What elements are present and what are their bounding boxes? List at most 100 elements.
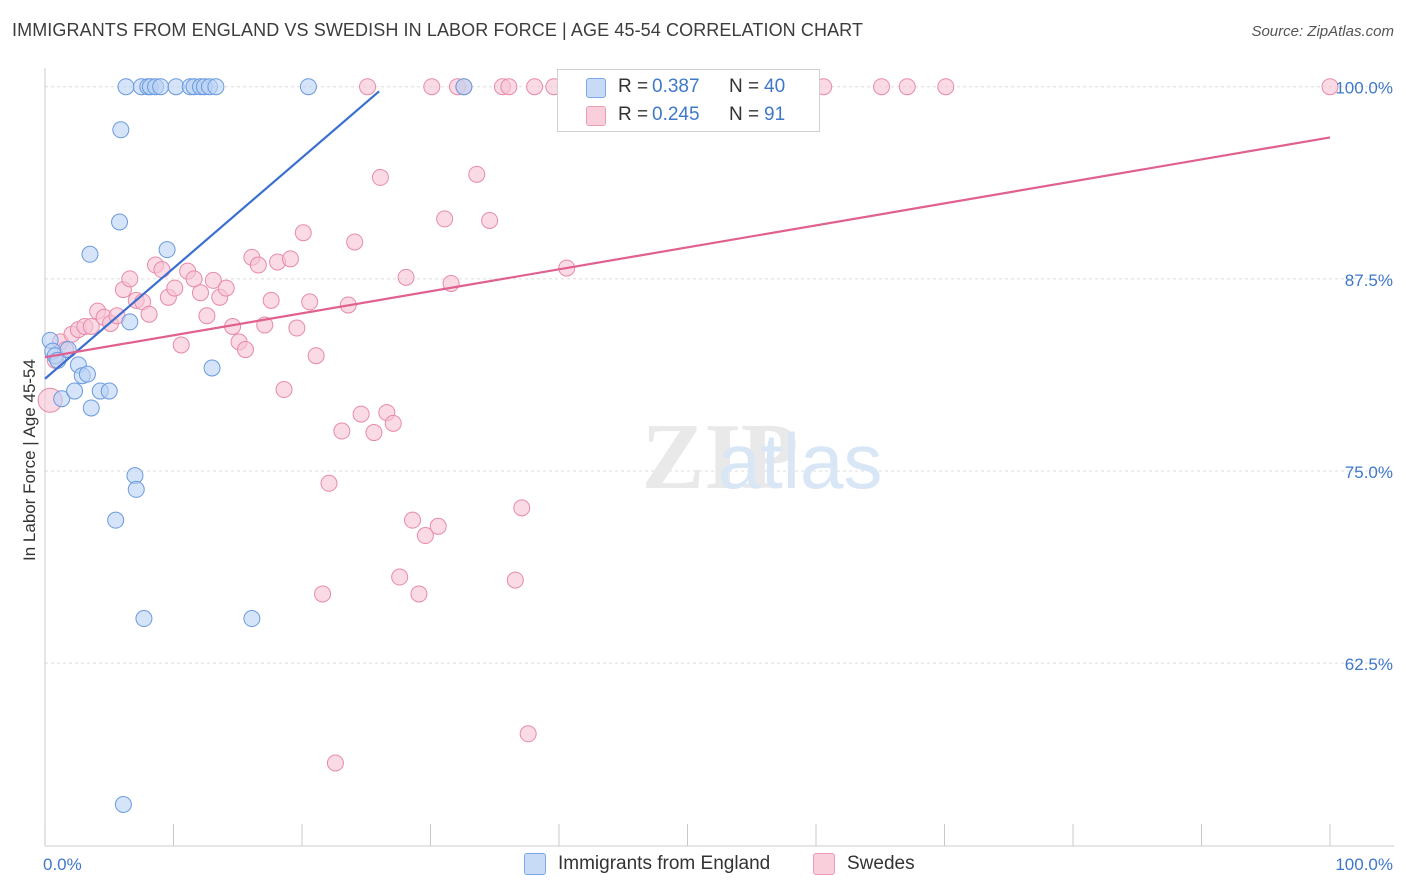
- swedes-point-48: [346, 233, 364, 251]
- swedes-point-45: [326, 754, 344, 772]
- swedes-point-26: [204, 271, 222, 289]
- england-point-11: [82, 399, 100, 417]
- chart-title: IMMIGRANTS FROM ENGLAND VS SWEDISH IN LA…: [12, 20, 864, 40]
- axes: [44, 68, 1394, 847]
- swedes-point-13: [121, 270, 139, 288]
- england-point-37: [243, 610, 261, 628]
- swedes-point-61: [429, 517, 447, 535]
- swedes-point-72: [519, 725, 537, 743]
- swedes-point-60: [423, 78, 441, 96]
- y-tick-label-0: 100.0%: [1335, 79, 1393, 98]
- swedes-point-16: [140, 305, 158, 323]
- england-point-19: [121, 313, 139, 331]
- swedes-point-7: [82, 318, 100, 336]
- england-point-39: [455, 78, 473, 96]
- england-point-13: [100, 382, 118, 400]
- swedes-point-42: [307, 347, 325, 365]
- legend-row-england: R = 0.387 N = 40: [558, 73, 819, 101]
- england-swatch: [586, 78, 606, 98]
- swedes-point-52: [371, 168, 389, 186]
- swedes-point-31: [236, 341, 254, 359]
- swedes-n-value: 91: [764, 104, 786, 125]
- swedes-point-24: [191, 284, 209, 302]
- watermark: ZIP: [642, 405, 799, 509]
- england-point-17: [114, 796, 132, 814]
- england-point-4: [53, 390, 71, 408]
- swedes-point-51: [365, 424, 383, 442]
- trendlines: [44, 90, 1331, 380]
- y-tick-label-2: 75.0%: [1345, 463, 1393, 482]
- england-r-label: R =: [618, 76, 649, 97]
- england-point-36: [207, 78, 225, 96]
- x-tick-label-1: 100.0%: [1335, 855, 1393, 874]
- swedes-point-21: [172, 336, 190, 354]
- england-point-27: [152, 78, 170, 96]
- england-r-value: 0.387: [652, 76, 700, 97]
- swedes-point-23: [185, 270, 203, 288]
- swedes-point-43: [314, 585, 332, 603]
- swedes-point-57: [404, 511, 422, 529]
- swedes-point-35: [262, 291, 280, 309]
- swedes-point-73: [526, 78, 544, 96]
- swedes-point-46: [333, 422, 351, 440]
- england-n-value: 40: [764, 76, 786, 97]
- swedes-point-50: [359, 78, 377, 96]
- bottom-england-label: Immigrants from England: [558, 853, 771, 874]
- england-point-28: [158, 241, 176, 259]
- england-point-16: [111, 213, 129, 231]
- y-tick-label-1: 87.5%: [1345, 271, 1393, 290]
- swedes-point-59: [416, 527, 434, 545]
- england-point-18: [117, 78, 135, 96]
- england-point-10: [81, 245, 99, 263]
- gridlines: [45, 86, 1394, 664]
- swedes-point-55: [391, 568, 409, 586]
- england-point-14: [107, 511, 125, 529]
- swedes-point-18: [153, 261, 171, 279]
- england-point-6: [66, 382, 84, 400]
- swedes-point-62: [436, 210, 454, 228]
- legend-row-swedes: R = 0.245 N = 91: [558, 101, 819, 129]
- bottom-england-swatch: [524, 853, 546, 875]
- swedes-point-67: [481, 211, 499, 229]
- watermark-atlas: atlas: [718, 417, 883, 505]
- swedes-point-71: [513, 499, 531, 517]
- england-point-35: [203, 359, 221, 377]
- swedes-point-87: [898, 78, 916, 96]
- swedes-n-label: N =: [729, 104, 760, 125]
- swedes-point-44: [320, 474, 338, 492]
- y-tick-label-3: 62.5%: [1345, 655, 1393, 674]
- x-tick-label-0: 0.0%: [43, 855, 82, 874]
- swedes-r-value: 0.245: [652, 104, 700, 125]
- swedes-point-56: [397, 268, 415, 286]
- england-trendline: [44, 90, 380, 380]
- correlation-legend: R = 0.387 N = 40 R = 0.245 N = 91: [557, 69, 820, 132]
- swedes-point-33: [249, 256, 267, 274]
- swedes-point-25: [198, 307, 216, 325]
- tick-labels: 100.0% 87.5% 75.0% 62.5% 0.0% 100.0%: [43, 79, 1393, 874]
- england-point-9: [78, 365, 96, 383]
- swedes-point-40: [294, 224, 312, 242]
- chart-source: Source: ZipAtlas.com: [1251, 23, 1394, 40]
- swedes-point-41: [301, 293, 319, 311]
- swedes-point-86: [873, 78, 891, 96]
- swedes-point-90: [1321, 78, 1339, 96]
- swedes-point-66: [468, 165, 486, 183]
- swedes-trendline: [44, 136, 1331, 359]
- swedes-point-20: [166, 279, 184, 297]
- bottom-swedes-label: Swedes: [847, 853, 915, 874]
- swedes-point-39: [288, 319, 306, 337]
- swedes-point-37: [275, 381, 293, 399]
- swedes-point-70: [506, 571, 524, 589]
- swedes-r-label: R =: [618, 104, 649, 125]
- swedes-point-69: [500, 78, 518, 96]
- swedes-point-28: [217, 279, 235, 297]
- swedes-point-49: [352, 405, 370, 423]
- swedes-point-58: [410, 585, 428, 603]
- england-point-29: [167, 78, 185, 96]
- england-point-38: [299, 78, 317, 96]
- england-point-15: [112, 121, 130, 139]
- england-n-label: N =: [729, 76, 760, 97]
- swedes-swatch: [586, 106, 606, 126]
- england-point-21: [127, 480, 145, 498]
